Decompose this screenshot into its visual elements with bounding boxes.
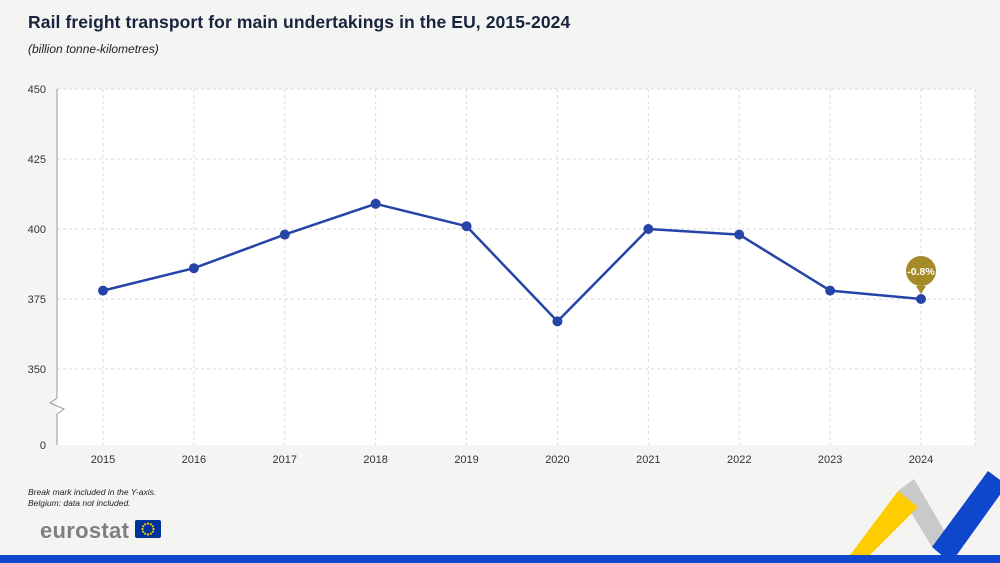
x-tick-label: 2015 — [91, 454, 115, 466]
data-point — [734, 229, 745, 240]
x-tick-label: 2018 — [363, 454, 387, 466]
axis-break-mark — [48, 397, 66, 415]
x-tick-label: 2024 — [909, 454, 933, 466]
data-point — [916, 294, 926, 304]
y-tick-label: 450 — [28, 84, 46, 96]
footnote-belgium: Belgium: data not included. — [28, 498, 131, 509]
bottom-bar — [0, 555, 1000, 563]
data-point — [188, 263, 199, 274]
x-tick-label: 2021 — [636, 454, 660, 466]
eurostat-logo-text: eurostat — [40, 518, 130, 543]
data-line — [101, 202, 923, 323]
x-tick-label: 2022 — [727, 454, 751, 466]
y-tick-label: 400 — [28, 224, 46, 236]
data-point — [370, 198, 381, 209]
eurostat-logo: eurostat — [40, 518, 162, 544]
annotation-badge — [906, 256, 936, 286]
annotation-pointer — [916, 286, 926, 294]
x-tick-label: 2020 — [545, 454, 569, 466]
footnote-break-mark: Break mark included in the Y-axis. — [28, 487, 157, 497]
y-tick-label: 0 — [40, 440, 46, 452]
y-tick-label: 425 — [28, 154, 46, 166]
footnotes: Break mark included in the Y-axis. Belgi… — [28, 487, 156, 509]
data-point — [98, 285, 108, 296]
x-tick-label: 2023 — [818, 454, 842, 466]
annotation-label: -0.8% — [907, 266, 935, 278]
eu-flag-icon — [135, 519, 162, 543]
data-point — [643, 224, 654, 234]
data-point — [279, 229, 290, 240]
data-point — [552, 316, 563, 327]
data-point — [461, 221, 472, 232]
x-tick-label: 2016 — [182, 454, 206, 466]
chart-subtitle: (billion tonne-kilometres) — [28, 42, 159, 56]
data-point — [825, 285, 836, 296]
ribbon-decoration — [850, 471, 1000, 563]
x-tick-label: 2017 — [273, 454, 297, 466]
y-tick-label: 350 — [28, 364, 46, 376]
plot-area — [57, 89, 975, 445]
page-title: Rail freight transport for main undertak… — [28, 12, 571, 32]
y-tick-label: 375 — [28, 294, 46, 306]
x-tick-label: 2019 — [454, 454, 478, 466]
